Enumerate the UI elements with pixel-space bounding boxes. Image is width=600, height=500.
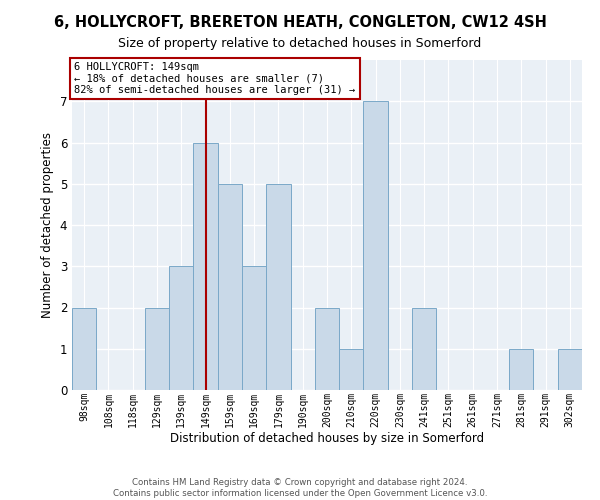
Bar (169, 266, 193, 390)
Bar (193, 142, 218, 390)
Text: 6 HOLLYCROFT: 149sqm
← 18% of detached houses are smaller (7)
82% of semi-detach: 6 HOLLYCROFT: 149sqm ← 18% of detached h… (74, 62, 356, 96)
Bar (218, 184, 242, 390)
Bar (558, 349, 582, 390)
Bar (364, 101, 388, 390)
Bar (72, 308, 96, 390)
Bar (412, 308, 436, 390)
Text: Size of property relative to detached houses in Somerford: Size of property relative to detached ho… (118, 38, 482, 51)
Bar (315, 308, 339, 390)
X-axis label: Distribution of detached houses by size in Somerford: Distribution of detached houses by size … (170, 432, 484, 445)
Bar (145, 308, 169, 390)
Text: Contains HM Land Registry data © Crown copyright and database right 2024.
Contai: Contains HM Land Registry data © Crown c… (113, 478, 487, 498)
Y-axis label: Number of detached properties: Number of detached properties (41, 132, 54, 318)
Bar (339, 349, 364, 390)
Bar (509, 349, 533, 390)
Text: 6, HOLLYCROFT, BRERETON HEATH, CONGLETON, CW12 4SH: 6, HOLLYCROFT, BRERETON HEATH, CONGLETON… (53, 15, 547, 30)
Bar (266, 184, 290, 390)
Bar (242, 266, 266, 390)
